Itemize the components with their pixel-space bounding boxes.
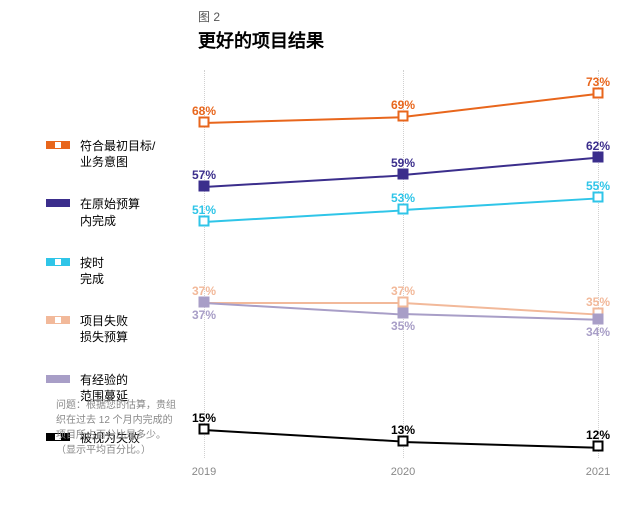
value-label-budget: 59% — [391, 156, 415, 170]
series-line-goals — [204, 116, 403, 124]
chart-header: 图 2 更好的项目结果 — [198, 8, 324, 53]
value-label-scopecreep: 34% — [586, 325, 610, 339]
legend-label-budgetloss: 项目失败损失预算 — [80, 313, 186, 345]
marker-goals — [593, 88, 604, 99]
series-line-scopecreep — [204, 302, 403, 316]
value-label-ontime: 51% — [192, 203, 216, 217]
marker-scopecreep — [593, 314, 604, 325]
series-line-budget — [403, 157, 598, 176]
gridline — [598, 70, 599, 458]
marker-failure — [593, 441, 604, 452]
marker-goals — [398, 111, 409, 122]
value-label-failure: 13% — [391, 423, 415, 437]
x-axis-label: 2021 — [586, 466, 610, 478]
page: 图 2 更好的项目结果 符合最初目标/业务意图在原始预算内完成按时完成项目失败损… — [0, 0, 640, 506]
footnote: 问题：根据您的估算，贵组织在过去 12 个月内完成的项目所占百分比是多少。（显示… — [56, 398, 176, 458]
chart-title: 更好的项目结果 — [198, 27, 324, 53]
legend-item-budgetloss: 项目失败损失预算 — [46, 313, 186, 345]
marker-budget — [593, 151, 604, 162]
legend-swatch-ontime — [46, 258, 70, 266]
x-axis-label: 2020 — [391, 466, 415, 478]
legend-swatch-budget — [46, 199, 70, 207]
figure-label: 图 2 — [198, 8, 324, 25]
value-label-budget: 57% — [192, 168, 216, 182]
series-line-budget — [204, 174, 403, 188]
series-line-ontime — [204, 209, 403, 223]
marker-failure — [398, 435, 409, 446]
legend-item-ontime: 按时完成 — [46, 255, 186, 287]
legend-swatch-goals — [46, 141, 70, 149]
legend-label-goals: 符合最初目标/业务意图 — [80, 138, 186, 170]
legend-label-ontime: 按时完成 — [80, 255, 186, 287]
value-label-goals: 73% — [586, 75, 610, 89]
value-label-budget: 62% — [586, 139, 610, 153]
series-line-goals — [403, 93, 598, 118]
legend-item-goals: 符合最初目标/业务意图 — [46, 138, 186, 170]
value-label-failure: 12% — [586, 428, 610, 442]
marker-failure — [199, 424, 210, 435]
legend-swatch-budgetloss — [46, 316, 70, 324]
chart-plot: 20192020202168%69%73%57%59%62%51%53%55%3… — [198, 70, 608, 458]
series-line-ontime — [403, 197, 598, 211]
x-axis-label: 2019 — [192, 466, 216, 478]
value-label-scopecreep: 37% — [192, 308, 216, 322]
value-label-goals: 69% — [391, 98, 415, 112]
gridline — [204, 70, 205, 458]
series-line-failure — [403, 441, 598, 449]
value-label-budgetloss: 35% — [586, 295, 610, 309]
value-label-ontime: 53% — [391, 191, 415, 205]
marker-budget — [199, 180, 210, 191]
marker-ontime — [398, 203, 409, 214]
value-label-goals: 68% — [192, 104, 216, 118]
series-line-scopecreep — [403, 313, 598, 321]
marker-scopecreep — [199, 296, 210, 307]
value-label-scopecreep: 35% — [391, 319, 415, 333]
marker-budgetloss — [398, 296, 409, 307]
marker-ontime — [593, 192, 604, 203]
gridline — [403, 70, 404, 458]
value-label-failure: 15% — [192, 411, 216, 425]
series-line-failure — [204, 429, 403, 443]
value-label-ontime: 55% — [586, 179, 610, 193]
marker-ontime — [199, 215, 210, 226]
legend-label-budget: 在原始预算内完成 — [80, 196, 186, 228]
marker-budget — [398, 169, 409, 180]
legend-item-budget: 在原始预算内完成 — [46, 196, 186, 228]
value-label-budgetloss: 37% — [391, 284, 415, 298]
marker-goals — [199, 117, 210, 128]
legend-swatch-scopecreep — [46, 375, 70, 383]
marker-scopecreep — [398, 308, 409, 319]
